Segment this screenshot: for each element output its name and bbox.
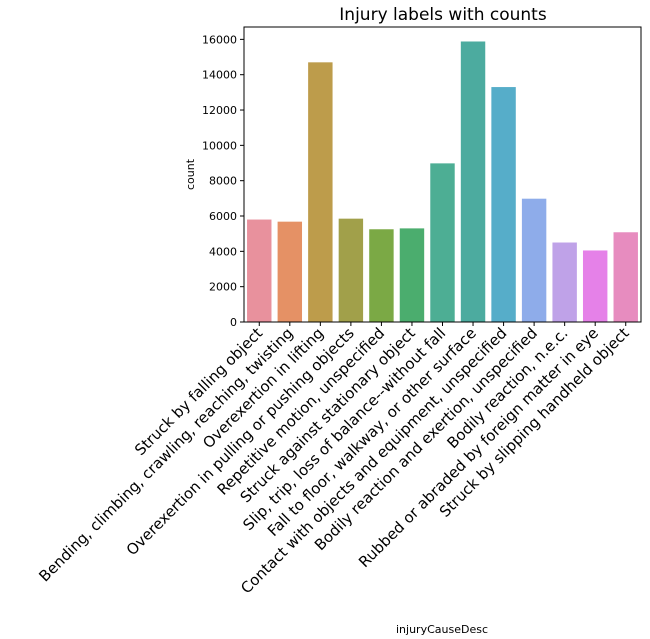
x-axis-label: injuryCauseDesc — [396, 623, 488, 636]
bar — [399, 228, 425, 322]
bar — [521, 198, 547, 322]
bar — [369, 229, 394, 322]
bar — [613, 232, 638, 322]
bar — [308, 62, 333, 322]
y-tick-label: 8000 — [209, 175, 237, 188]
bar — [247, 219, 272, 322]
y-tick-label: 16000 — [202, 33, 237, 46]
y-tick-label: 12000 — [202, 104, 237, 117]
y-tick-label: 0 — [230, 316, 237, 329]
bar — [491, 87, 516, 322]
bar — [277, 221, 303, 322]
bar — [430, 163, 455, 322]
y-axis-ticks: 0 2000 4000 6000 8000 10000 12000 14000 16000 — [202, 33, 244, 329]
y-tick-label: 6000 — [209, 210, 237, 223]
bar — [552, 242, 577, 322]
y-tick-label: 2000 — [209, 281, 237, 294]
y-axis-label: count — [184, 158, 197, 190]
y-tick-label: 10000 — [202, 139, 237, 152]
bar — [582, 250, 608, 322]
chart-title: Injury labels with counts — [339, 5, 547, 25]
plot-frame — [243, 26, 642, 323]
y-tick-label: 14000 — [202, 69, 237, 82]
bars-group — [247, 41, 638, 323]
bar — [460, 41, 486, 323]
bar — [338, 218, 364, 322]
y-tick-label: 4000 — [209, 245, 237, 258]
